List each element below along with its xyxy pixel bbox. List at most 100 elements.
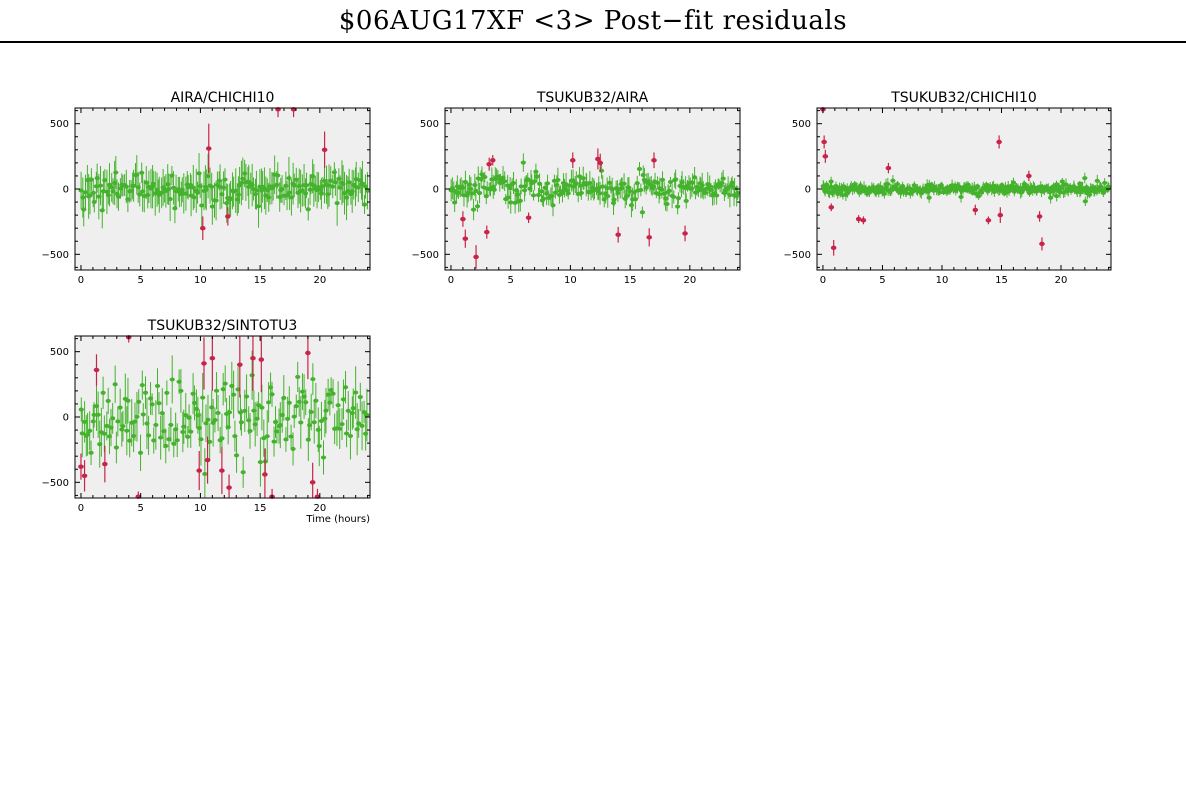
outlier-point: [199, 225, 206, 231]
data-point: [327, 400, 333, 405]
data-point: [279, 187, 285, 192]
data-point: [655, 180, 661, 185]
data-point: [609, 187, 615, 192]
data-point: [88, 177, 94, 182]
data-point: [330, 184, 336, 189]
data-point: [242, 171, 248, 176]
data-point: [999, 183, 1005, 188]
data-point: [659, 187, 665, 192]
data-point: [87, 193, 93, 198]
data-point: [517, 198, 523, 203]
data-point: [522, 184, 528, 189]
data-point: [105, 193, 111, 198]
data-point: [322, 416, 328, 421]
data-point: [664, 201, 670, 206]
data-point: [325, 192, 331, 197]
y-tick-label: −500: [784, 250, 811, 261]
data-point: [91, 199, 97, 204]
data-point: [621, 181, 627, 186]
residual-plot-1: AIRA/CHICHI10 0 5 10 15 20 −500 0 500: [42, 90, 371, 286]
data-point: [174, 438, 180, 443]
data-point: [976, 194, 982, 199]
data-point: [291, 414, 297, 419]
outlier-point: [81, 473, 88, 478]
data-point: [222, 381, 228, 386]
data-point: [364, 412, 370, 417]
data-point: [145, 193, 151, 198]
data-point: [350, 406, 356, 411]
data-point: [132, 419, 138, 424]
data-point: [615, 190, 621, 195]
data-point: [180, 429, 186, 434]
data-point: [112, 382, 118, 387]
data-point: [643, 185, 649, 190]
data-point: [468, 186, 474, 191]
good-points: [448, 153, 741, 221]
x-tick-label: 5: [879, 275, 885, 286]
outlier-point: [997, 212, 1004, 218]
data-point: [88, 450, 94, 455]
data-point: [154, 383, 161, 388]
data-point: [1058, 186, 1064, 191]
data-point: [170, 185, 177, 190]
data-point: [345, 408, 351, 413]
data-point: [203, 421, 209, 426]
y-tick-label: 500: [50, 347, 69, 358]
data-point: [178, 388, 184, 393]
data-point: [535, 193, 542, 198]
data-point: [359, 423, 365, 428]
data-point: [222, 177, 228, 182]
data-point: [361, 410, 367, 415]
data-point: [578, 190, 584, 195]
data-point: [283, 183, 289, 188]
outlier-point: [595, 156, 601, 162]
outlier-point: [209, 356, 216, 361]
data-point: [200, 395, 206, 400]
data-point: [885, 182, 891, 187]
outlier-point: [250, 356, 256, 361]
data-point: [145, 433, 152, 438]
outlier-point: [828, 205, 835, 210]
data-point: [321, 178, 328, 183]
outlier-point: [204, 457, 211, 463]
data-point: [656, 192, 662, 197]
data-point: [161, 429, 167, 434]
data-point: [229, 383, 235, 388]
data-point: [1021, 181, 1027, 186]
data-point: [544, 181, 551, 186]
outlier-point: [985, 218, 992, 223]
x-tick-label: 5: [138, 275, 144, 286]
data-point: [337, 426, 343, 431]
data-point: [353, 177, 359, 182]
outlier-point: [219, 468, 225, 473]
data-point: [286, 176, 292, 181]
data-point: [287, 190, 293, 195]
data-point: [720, 176, 726, 181]
data-point: [534, 174, 540, 179]
data-point: [233, 453, 240, 458]
data-point: [207, 439, 213, 444]
data-point: [318, 418, 325, 423]
data-point: [340, 397, 347, 402]
data-point: [212, 418, 218, 423]
outlier-point: [486, 161, 492, 167]
data-point: [550, 203, 556, 208]
data-point: [707, 184, 713, 189]
outlier-point: [78, 464, 84, 469]
data-point: [99, 208, 105, 213]
data-point: [1010, 180, 1017, 185]
x-tick-label: 10: [936, 275, 949, 286]
data-point: [675, 204, 681, 209]
x-tick-label: 10: [194, 275, 207, 286]
data-point: [689, 180, 696, 185]
data-point: [359, 181, 366, 186]
data-point: [199, 203, 205, 208]
data-point: [533, 169, 539, 174]
data-point: [317, 187, 323, 192]
data-point: [607, 180, 613, 185]
outlier-points: [820, 107, 1045, 256]
data-point: [293, 404, 299, 409]
data-point: [101, 431, 107, 436]
outlier-point: [822, 154, 829, 159]
data-point: [341, 191, 348, 196]
